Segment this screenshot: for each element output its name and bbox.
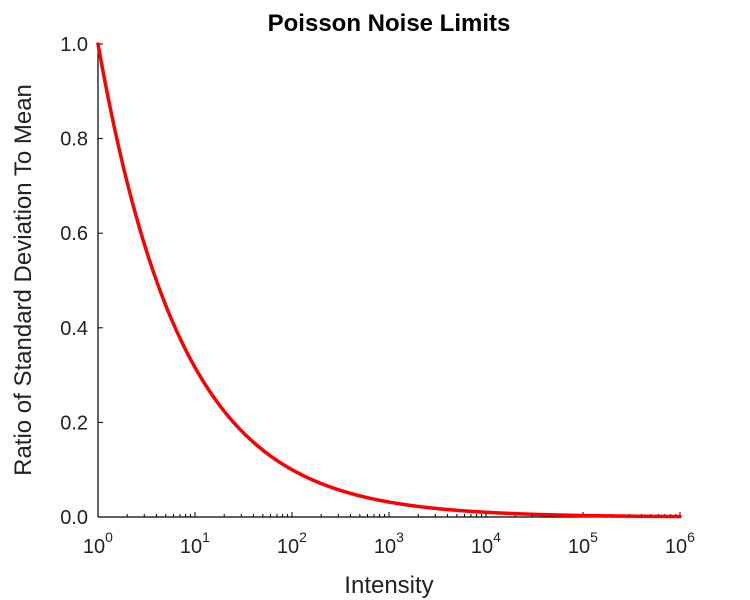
x-tick-exponent-6: 6 bbox=[687, 529, 695, 545]
x-tick-exponent-1: 1 bbox=[202, 529, 210, 545]
y-ticks: 0.0 0.2 0.4 0.6 0.8 1.0 bbox=[60, 34, 103, 529]
y-tick-label-3: 0.6 bbox=[60, 223, 88, 245]
x-tick-exponent-4: 4 bbox=[493, 529, 501, 545]
x-tick-exponent-5: 5 bbox=[590, 529, 598, 545]
y-tick-label-4: 0.8 bbox=[60, 129, 88, 151]
series-line-0 bbox=[96, 42, 682, 519]
x-tick-label-5: 10 bbox=[568, 536, 590, 558]
y-tick-label-5: 1.0 bbox=[60, 34, 88, 56]
x-tick-label-2: 10 bbox=[277, 536, 299, 558]
y-tick-label-0: 0.0 bbox=[60, 507, 88, 529]
x-axis-label: Intensity bbox=[344, 572, 433, 599]
x-tick-exponent-3: 3 bbox=[396, 529, 404, 545]
x-tick-exponent-0: 0 bbox=[105, 529, 113, 545]
x-tick-exponent-2: 2 bbox=[299, 529, 307, 545]
x-tick-label-4: 10 bbox=[471, 536, 493, 558]
series-layer bbox=[96, 42, 682, 519]
x-tick-label-0: 10 bbox=[83, 536, 105, 558]
y-tick-label-1: 0.2 bbox=[60, 412, 88, 434]
x-ticks: 10 0 10 1 10 2 10 3 10 4 10 5 10 6 bbox=[83, 512, 695, 558]
x-tick-label-3: 10 bbox=[374, 536, 396, 558]
x-tick-label-1: 10 bbox=[180, 536, 202, 558]
chart-title: Poisson Noise Limits bbox=[268, 10, 511, 37]
y-axis-label: Ratio of Standard Deviation To Mean bbox=[10, 84, 37, 476]
y-tick-label-2: 0.4 bbox=[60, 318, 88, 340]
x-tick-label-6: 10 bbox=[665, 536, 687, 558]
